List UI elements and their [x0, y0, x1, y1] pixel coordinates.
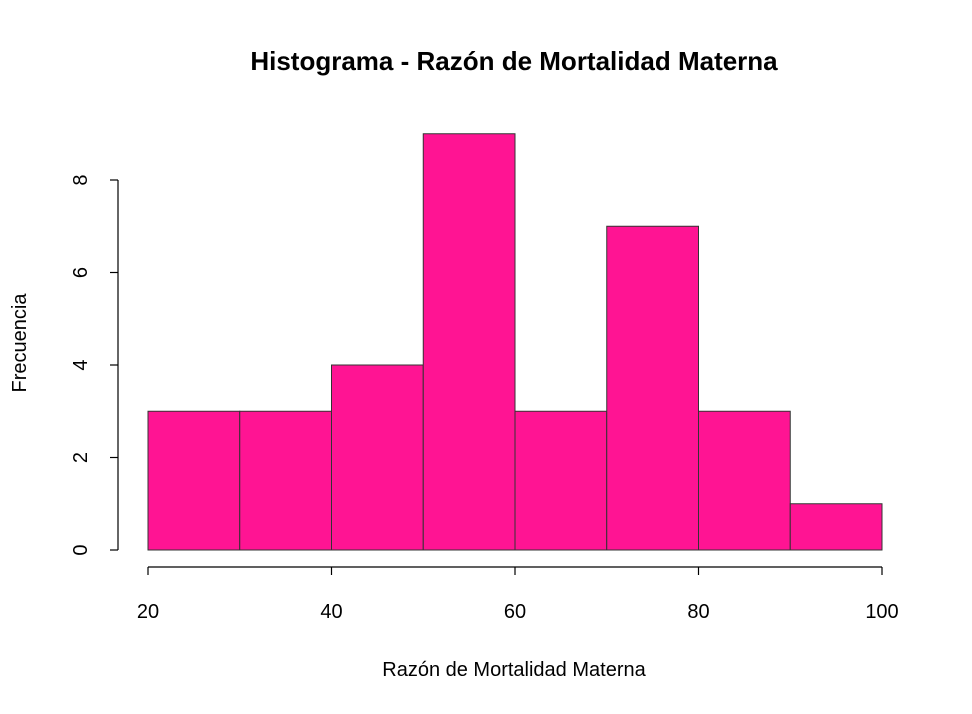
bars-group	[147, 133, 883, 551]
y-tick-label-4: 4	[70, 359, 92, 370]
x-tick-label-40: 40	[320, 601, 342, 623]
y-tick-label-0: 0	[70, 544, 92, 555]
histogram-bar-4	[422, 133, 516, 551]
x-tick-label-20: 20	[137, 601, 159, 623]
chart-title: Histograma - Razón de Mortalidad Materna	[250, 46, 778, 76]
y-axis: 0 2 4 6 8	[70, 174, 119, 556]
x-tick-label-100: 100	[865, 601, 898, 623]
x-tick-label-60: 60	[504, 601, 526, 623]
y-tick-label-2: 2	[70, 452, 92, 463]
histogram-bar-2	[239, 410, 332, 551]
x-axis: 20 40 60 80 100	[137, 566, 899, 623]
y-axis-label: Frecuencia	[9, 293, 31, 393]
x-tick-label-80: 80	[687, 601, 709, 623]
x-axis-label: Razón de Mortalidad Materna	[382, 659, 646, 681]
y-tick-label-6: 6	[70, 267, 92, 278]
histogram-bar-7	[698, 410, 791, 551]
histogram-bar-8	[789, 503, 883, 551]
y-tick-label-8: 8	[70, 174, 92, 185]
histogram-bar-1	[147, 410, 241, 551]
histogram-bar-6	[606, 225, 699, 551]
histogram-bar-5	[514, 410, 608, 551]
histogram-bar-3	[331, 364, 424, 551]
